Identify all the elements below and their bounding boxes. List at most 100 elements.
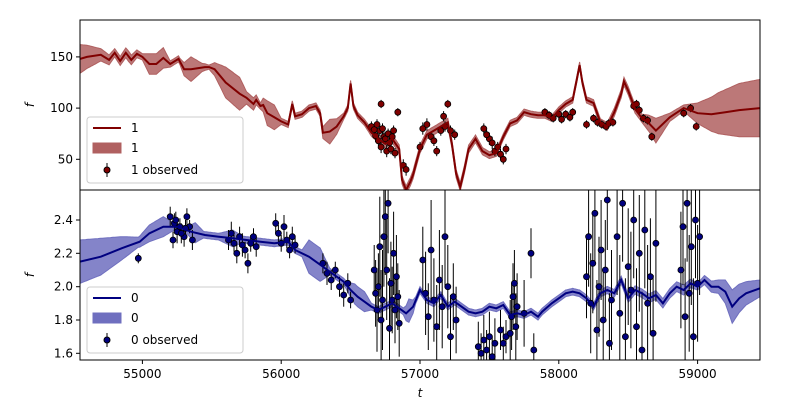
- bot-observed-point: [419, 256, 427, 264]
- bot-observed-point: [488, 353, 496, 360]
- bot-observed-point: [386, 324, 393, 332]
- bot-observed-point: [435, 276, 443, 284]
- bot-observed-point: [638, 346, 646, 354]
- top-y-tick-label: 50: [58, 152, 73, 166]
- top-observed-point: [483, 131, 491, 139]
- top-observed-point: [451, 131, 459, 139]
- bot-observed-point: [252, 243, 260, 251]
- bot-observed-point: [591, 209, 599, 217]
- bot-observed-point: [681, 313, 689, 321]
- bot-observed-point: [394, 293, 402, 301]
- top-observed-point: [433, 147, 441, 155]
- bot-observed-point: [424, 313, 432, 321]
- bot-observed-point: [347, 296, 355, 304]
- top-legend-point-swatch: [103, 166, 111, 174]
- bot-observed-point: [327, 276, 335, 284]
- bot-observed-point: [692, 216, 699, 224]
- x-tick-label: 58000: [540, 367, 578, 381]
- top-observed-point: [390, 127, 398, 135]
- top-legend-band-label: 1: [131, 141, 139, 155]
- bottom-legend-band-swatch: [92, 312, 122, 324]
- bottom-y-ticks: 1.6 1.8 2.0 2.2 2.4: [54, 213, 80, 360]
- bot-observed-point: [384, 199, 392, 207]
- bot-observed-point: [606, 339, 613, 347]
- bot-observed-point: [336, 283, 343, 291]
- top-y-ticks: 50 100 150: [50, 50, 80, 166]
- top-observed-point: [569, 108, 577, 116]
- bot-observed-point: [633, 323, 640, 331]
- bot-observed-point: [380, 233, 388, 241]
- top-observed-point: [391, 149, 399, 157]
- bot-observed-point: [427, 246, 435, 254]
- bot-observed-point: [599, 316, 607, 324]
- bot-observed-point: [511, 279, 518, 287]
- bot-observed-point: [527, 249, 535, 257]
- bot-observed-point: [433, 323, 441, 331]
- bot-observed-point: [395, 319, 403, 327]
- bot-observed-point: [593, 326, 601, 334]
- bot-observed-point: [381, 213, 389, 221]
- bot-observed-point: [589, 259, 597, 267]
- bot-observed-point: [630, 216, 638, 224]
- bot-observed-point: [622, 333, 629, 341]
- top-observed-point: [381, 135, 389, 143]
- bot-observed-point: [452, 316, 460, 324]
- top-observed-point: [680, 109, 688, 117]
- bot-observed-point: [641, 226, 649, 234]
- top-observed-point: [502, 145, 510, 153]
- bot-observed-point: [391, 306, 399, 314]
- bot-observed-point: [183, 213, 191, 221]
- bot-observed-point: [288, 233, 296, 241]
- bot-observed-point: [644, 299, 651, 307]
- bot-observed-point: [687, 243, 695, 251]
- bot-observed-point: [438, 303, 446, 311]
- bot-observed-point: [230, 239, 238, 247]
- bot-observed-point: [583, 273, 590, 281]
- bot-observed-point: [512, 323, 520, 331]
- bottom-mean-line: [80, 225, 760, 319]
- top-observed-point: [648, 133, 656, 141]
- top-y-tick-label: 100: [50, 101, 73, 115]
- top-observed-point: [440, 112, 448, 120]
- bottom-legend-points-label: 0 observed: [131, 333, 198, 347]
- top-observed-point: [499, 155, 507, 163]
- bot-observed-point: [608, 296, 615, 304]
- x-tick-label: 57000: [401, 367, 439, 381]
- bot-observed-point: [387, 279, 395, 287]
- top-observed-point: [387, 145, 395, 153]
- top-legend-band-swatch: [92, 142, 122, 154]
- bot-observed-point: [696, 233, 703, 241]
- top-panel: 50 100 150 f 1 1 1 observed: [23, 19, 761, 191]
- bot-observed-point: [172, 216, 180, 224]
- top-observed-point: [558, 115, 565, 123]
- bot-observed-point: [474, 343, 482, 351]
- bot-observed-point: [683, 199, 691, 207]
- bot-observed-point: [601, 266, 609, 274]
- top-observed-point: [583, 121, 590, 128]
- bot-observed-point: [619, 199, 626, 207]
- top-observed-point: [590, 114, 597, 122]
- bot-observed-point: [374, 283, 382, 291]
- bot-observed-point: [685, 289, 693, 297]
- bot-observed-point: [177, 229, 185, 237]
- bot-observed-point: [392, 273, 400, 281]
- x-axis-ticks: 55000 56000 57000 58000 59000: [123, 360, 717, 381]
- top-legend-points-label: 1 observed: [131, 163, 198, 177]
- bot-observed-point: [497, 326, 504, 334]
- top-observed-point: [444, 100, 452, 108]
- top-observed-point: [566, 113, 574, 121]
- bot-observed-point: [624, 263, 632, 271]
- top-points: [367, 100, 700, 173]
- bot-observed-point: [250, 233, 257, 241]
- bot-observed-point: [340, 291, 348, 299]
- bot-observed-point: [274, 229, 282, 237]
- bot-observed-point: [166, 213, 174, 221]
- bot-observed-point: [134, 254, 142, 262]
- bottom-panel: 1.6 1.8 2.0 2.2 2.4 f 0 0 0 observed: [23, 189, 761, 361]
- bot-observed-point: [449, 293, 457, 301]
- bot-observed-point: [513, 303, 521, 311]
- x-tick-label: 55000: [123, 367, 161, 381]
- top-mean-line: [80, 51, 760, 190]
- bottom-y-axis-label: f: [23, 271, 37, 277]
- bot-observed-point: [477, 349, 485, 357]
